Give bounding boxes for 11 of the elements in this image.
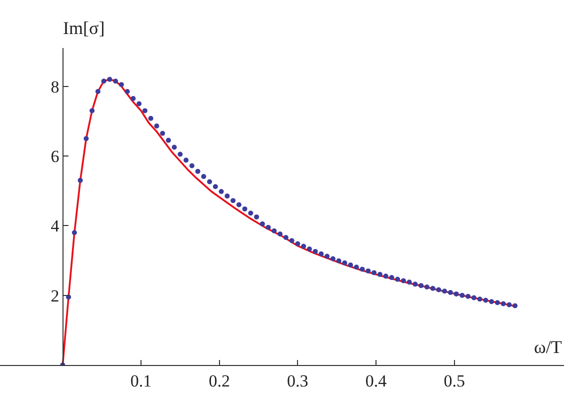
y-tick-label: 8 (50, 77, 60, 96)
y-tick-label: 6 (50, 146, 60, 166)
x-tick-label: 0.3 (287, 371, 308, 390)
x-axis-title: ω/T (534, 337, 562, 357)
x-tick-label: 0.4 (365, 371, 388, 390)
y-tick-label: 4 (50, 216, 60, 236)
y-tick-label: 2 (50, 286, 60, 306)
x-tick-label: 0.1 (130, 371, 152, 390)
y-axis-title: Im[σ] (63, 18, 105, 38)
x-tick-label: 0.5 (444, 371, 465, 390)
x-tick-label: 0.2 (208, 371, 230, 390)
